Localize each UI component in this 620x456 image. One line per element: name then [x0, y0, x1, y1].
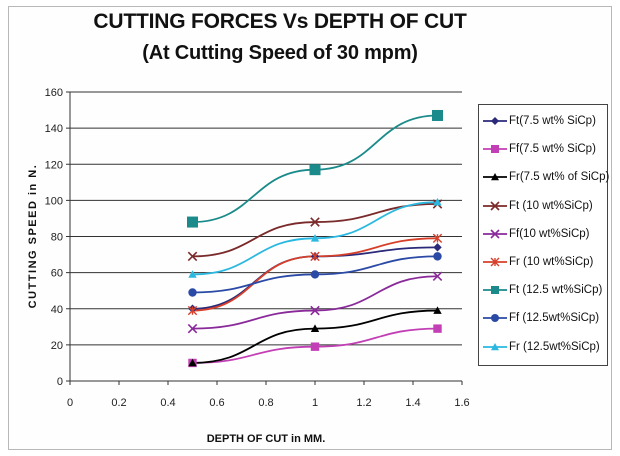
axes: [66, 91, 463, 385]
x-tick-label: 1.2: [356, 397, 371, 409]
legend-marker: [491, 117, 499, 125]
legend-swatch: [483, 257, 507, 267]
legend-marker: [490, 201, 500, 211]
series-markers: [187, 109, 443, 368]
legend-swatch: [483, 173, 507, 181]
data-point: [432, 271, 443, 282]
legend-label: Ff(10 wt%SiCp): [509, 227, 590, 240]
legend-marker: [491, 173, 499, 181]
y-tick-label: 160: [45, 87, 63, 99]
legend-item: Ft(7.5 wt% SiCp): [479, 109, 607, 135]
data-point: [433, 306, 442, 314]
x-tick-label: 0.4: [160, 397, 175, 409]
series-line: [192, 309, 438, 364]
data-point: [433, 324, 442, 333]
tick-labels: 0 20 40 60 80 100 120 140 160 0 0.2 0.4 0.6 0.8 1 1.2 1.…: [45, 87, 470, 409]
x-tick-label: 0: [67, 397, 73, 409]
legend-label: Fr(7.5 wt% of SiCp): [509, 171, 610, 184]
x-tick-label: 1.4: [405, 397, 420, 409]
y-tick-label: 60: [51, 268, 63, 280]
y-tick-label: 120: [45, 159, 63, 171]
legend-marker: [491, 145, 499, 154]
data-point: [433, 243, 442, 252]
legend: Ft(7.5 wt% SiCp) Ff(7.5 wt% SiCp) Fr(7.5 w…: [478, 104, 610, 366]
legend-marker: [491, 314, 499, 323]
data-point: [433, 197, 442, 206]
legend-label: Ft (10 wt%SiCp): [509, 199, 593, 212]
legend-label: Fr (10 wt%SiCp): [509, 256, 594, 268]
data-point: [187, 305, 198, 316]
legend-label: Fr (12.5wt%SiCp): [509, 340, 600, 353]
chart-title: CUTTING FORCES Vs DEPTH OF CUT: [93, 10, 467, 33]
legend-label: Ff(7.5 wt% SiCp): [509, 143, 596, 156]
y-axis-label: CUTTING SPEED in N.: [27, 164, 39, 309]
data-point: [432, 233, 443, 244]
y-tick-label: 20: [51, 340, 63, 352]
data-point: [187, 216, 198, 228]
x-tick-label: 0.8: [258, 397, 273, 409]
y-tick-label: 140: [45, 123, 63, 135]
legend-item: Ft (12.5 wt%SiCp): [479, 278, 607, 304]
gridlines: [70, 91, 462, 346]
data-point: [310, 270, 320, 279]
x-axis-label: DEPTH OF CUT in MM.: [207, 433, 326, 445]
legend-label: Ft (12.5 wt%SiCp): [509, 284, 603, 297]
legend-swatch: [483, 342, 507, 350]
legend-label: Ff (12.5wt%SiCp): [509, 312, 600, 325]
legend-swatch: [483, 117, 507, 125]
legend-item: Fr (10 wt%SiCp): [479, 250, 607, 276]
data-point: [187, 323, 198, 334]
legend-item: Ff(10 wt%SiCp): [479, 222, 607, 248]
legend-item: Ff(7.5 wt% SiCp): [479, 137, 607, 163]
y-tick-label: 100: [45, 195, 63, 207]
legend-item: Fr(7.5 wt% of SiCp): [479, 165, 610, 191]
data-point: [187, 251, 198, 262]
data-point: [310, 234, 320, 242]
legend-marker: [491, 342, 499, 350]
x-tick-label: 1: [312, 397, 318, 409]
data-point: [310, 217, 320, 227]
data-point: [310, 251, 320, 262]
data-point: [310, 305, 320, 316]
data-point: [310, 342, 320, 351]
legend-item: Fr (12.5wt%SiCp): [479, 335, 607, 361]
y-tick-label: 0: [57, 376, 63, 388]
x-tick-label: 0.2: [111, 397, 126, 409]
data-point: [188, 270, 197, 278]
y-tick-label: 80: [51, 232, 63, 244]
legend-marker: [491, 286, 499, 295]
data-point: [188, 358, 197, 367]
legend-item: Ft (10 wt%SiCp): [479, 194, 607, 220]
data-point: [188, 288, 197, 297]
legend-swatch: [483, 229, 507, 239]
legend-marker: [490, 229, 500, 239]
x-tick-label: 0.6: [209, 397, 224, 409]
legend-item: Ff (12.5wt%SiCp): [479, 306, 607, 332]
data-point: [310, 324, 320, 332]
legend-swatch: [483, 314, 507, 323]
legend-swatch: [483, 201, 507, 211]
data-point: [433, 252, 442, 261]
legend-label: Ft(7.5 wt% SiCp): [509, 115, 596, 127]
legend-marker: [490, 257, 500, 267]
chart-subtitle: (At Cutting Speed of 30 mpm): [142, 42, 418, 64]
data-point: [309, 164, 321, 176]
x-tick-label: 1.6: [454, 397, 469, 409]
y-tick-label: 40: [51, 304, 63, 316]
legend-swatch: [483, 145, 507, 154]
data-point: [432, 109, 443, 121]
legend-swatch: [483, 286, 507, 295]
